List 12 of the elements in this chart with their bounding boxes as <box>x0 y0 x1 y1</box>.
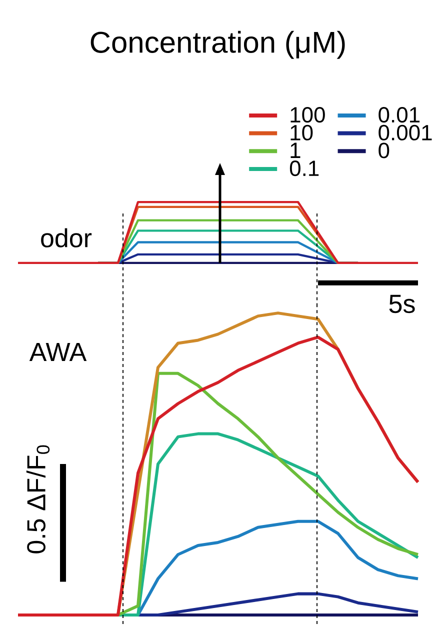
legend-label: 0.1 <box>290 160 319 176</box>
legend-label: 0.001 <box>378 124 432 140</box>
annotation: 0.5 ΔF/F$_{0}$ <box>26 445 50 554</box>
annotation: odor <box>41 228 92 248</box>
legend-label: 0.01 <box>378 107 420 123</box>
annotation: AWA <box>29 343 87 361</box>
legend-label: 0 <box>378 142 390 158</box>
annotation: 5s <box>389 294 415 314</box>
legend-label: 10 <box>290 124 313 140</box>
legend-label: 100 <box>290 107 325 123</box>
legend-label: 1 <box>290 142 300 158</box>
legend-title: Concentration (μM) <box>90 30 345 59</box>
